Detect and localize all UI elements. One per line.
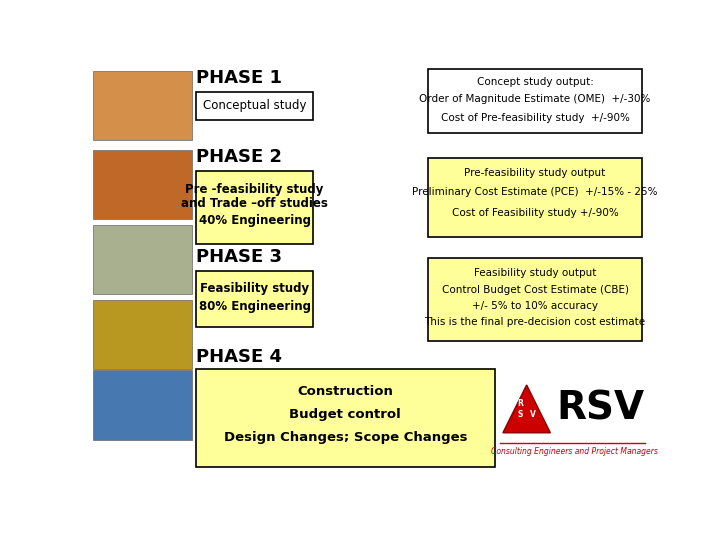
FancyBboxPatch shape (428, 158, 642, 238)
FancyBboxPatch shape (93, 300, 192, 369)
Text: +/- 5% to 10% accuracy: +/- 5% to 10% accuracy (472, 301, 598, 311)
Text: PHASE 3: PHASE 3 (196, 248, 282, 266)
Text: This is the final pre-decision cost estimate: This is the final pre-decision cost esti… (425, 317, 646, 327)
Text: 80% Engineering: 80% Engineering (199, 300, 310, 313)
Text: Consulting Engineers and Project Managers: Consulting Engineers and Project Manager… (490, 447, 657, 456)
Text: Pre-feasibility study output: Pre-feasibility study output (464, 168, 606, 178)
Text: PHASE 4: PHASE 4 (196, 348, 282, 366)
Text: S: S (517, 410, 523, 419)
Text: Order of Magnitude Estimate (OME)  +/-30%: Order of Magnitude Estimate (OME) +/-30% (419, 94, 651, 104)
FancyBboxPatch shape (93, 150, 192, 219)
Text: R: R (517, 399, 523, 408)
Text: Conceptual study: Conceptual study (203, 99, 307, 112)
Text: Cost of Feasibility study +/-90%: Cost of Feasibility study +/-90% (451, 208, 618, 218)
Text: Cost of Pre-feasibility study  +/-90%: Cost of Pre-feasibility study +/-90% (441, 113, 629, 123)
Text: Preliminary Cost Estimate (PCE)  +/-15% - 25%: Preliminary Cost Estimate (PCE) +/-15% -… (413, 187, 658, 198)
Text: Design Changes; Scope Changes: Design Changes; Scope Changes (223, 431, 467, 444)
FancyBboxPatch shape (93, 370, 192, 440)
Text: Pre -feasibility study: Pre -feasibility study (186, 183, 324, 197)
FancyBboxPatch shape (196, 92, 313, 120)
Text: PHASE 1: PHASE 1 (196, 69, 282, 87)
Polygon shape (503, 385, 550, 433)
FancyBboxPatch shape (428, 258, 642, 341)
Text: and Trade –off studies: and Trade –off studies (181, 197, 328, 210)
Text: PHASE 2: PHASE 2 (196, 148, 282, 166)
FancyBboxPatch shape (196, 171, 313, 244)
Text: Control Budget Cost Estimate (CBE): Control Budget Cost Estimate (CBE) (441, 285, 629, 295)
FancyBboxPatch shape (428, 69, 642, 133)
Text: 40% Engineering: 40% Engineering (199, 214, 310, 227)
FancyBboxPatch shape (93, 71, 192, 140)
Text: Concept study output:: Concept study output: (477, 77, 593, 87)
Text: Construction: Construction (297, 385, 393, 398)
FancyBboxPatch shape (196, 271, 313, 327)
Text: RSV: RSV (556, 390, 644, 428)
Text: Budget control: Budget control (289, 408, 401, 421)
FancyBboxPatch shape (93, 225, 192, 294)
FancyBboxPatch shape (196, 369, 495, 467)
Text: V: V (531, 410, 536, 419)
Text: Feasibility study output: Feasibility study output (474, 268, 596, 278)
Text: Feasibility study: Feasibility study (200, 282, 309, 295)
